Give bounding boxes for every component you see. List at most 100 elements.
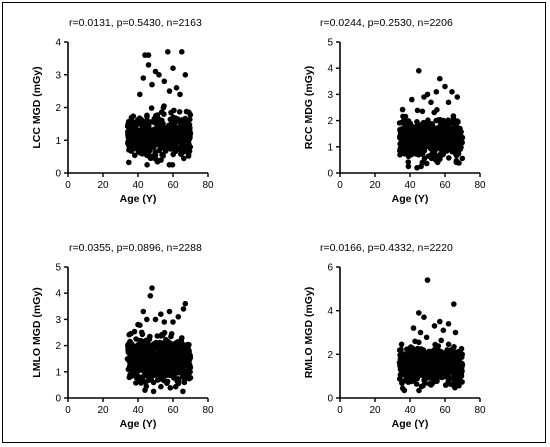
data-point: [396, 120, 403, 126]
data-point: [435, 343, 442, 349]
data-point: [407, 120, 414, 127]
y-tick-label: 4: [327, 64, 333, 75]
data-point: [452, 354, 459, 361]
data-point: [428, 99, 434, 106]
data-point: [181, 127, 188, 134]
data-point: [458, 345, 465, 352]
data-point: [441, 364, 448, 371]
data-point: [427, 365, 433, 371]
data-point: [179, 335, 185, 341]
data-point: [424, 353, 431, 360]
data-point: [130, 126, 136, 132]
data-point: [403, 365, 409, 372]
data-point: [158, 374, 164, 380]
data-point: [398, 346, 404, 353]
data-point: [166, 345, 172, 352]
x-tick-label: 40: [404, 180, 416, 191]
x-tick-label: 80: [474, 405, 486, 416]
data-point: [449, 89, 455, 95]
y-tick-label: 5: [55, 263, 61, 274]
data-point: [418, 130, 425, 136]
data-point: [184, 148, 190, 155]
data-point: [440, 327, 447, 334]
data-point: [435, 347, 442, 354]
data-point: [125, 344, 131, 350]
data-point: [163, 336, 169, 343]
data-point: [150, 388, 157, 395]
data-point: [451, 301, 457, 307]
data-point: [160, 153, 166, 159]
data-point: [140, 141, 146, 148]
data-point: [182, 144, 189, 150]
data-point: [173, 85, 180, 91]
x-tick-label: 60: [439, 405, 451, 416]
x-tick-label: 0: [337, 405, 343, 416]
data-point: [174, 357, 180, 364]
data-point: [178, 149, 185, 156]
data-point: [179, 123, 186, 129]
data-point: [144, 162, 150, 168]
data-point: [415, 366, 422, 373]
data-point: [444, 370, 451, 376]
x-tick-label: 20: [97, 405, 109, 416]
data-point: [414, 165, 420, 171]
data-point: [419, 151, 426, 158]
data-point: [151, 134, 157, 141]
y-axis-label: LMLO MGD (mGy): [31, 287, 43, 377]
x-tick-label: 40: [404, 405, 416, 416]
data-point: [140, 75, 147, 81]
x-tick-label: 0: [337, 180, 343, 191]
data-point: [445, 321, 452, 327]
data-point: [437, 75, 443, 82]
y-axis-label: LCC MGD (mGy): [31, 66, 43, 148]
data-point: [431, 109, 438, 116]
data-point: [133, 121, 139, 127]
data-point: [440, 372, 446, 379]
data-point: [454, 94, 461, 100]
data-point: [445, 341, 452, 348]
stats-label: r=0.0166, p=0.4332, n=2220: [320, 242, 453, 254]
data-point: [184, 341, 191, 348]
data-point: [149, 285, 155, 291]
data-point: [450, 115, 457, 122]
data-point: [398, 341, 405, 348]
data-point: [454, 363, 460, 369]
data-point: [177, 352, 183, 359]
data-point: [161, 111, 167, 117]
data-point: [143, 345, 149, 352]
data-point: [437, 318, 443, 325]
data-point: [409, 96, 415, 103]
data-point: [144, 368, 150, 375]
data-point: [427, 129, 434, 135]
x-tick-label: 40: [132, 405, 144, 416]
data-point: [183, 352, 189, 358]
y-tick-label: 2: [55, 341, 61, 352]
data-point: [443, 128, 450, 134]
y-axis-label: RCC MDG (mGy): [303, 66, 315, 149]
data-point: [182, 376, 188, 383]
data-point: [138, 116, 144, 123]
data-point: [128, 116, 135, 123]
data-point: [442, 83, 448, 90]
data-point: [414, 119, 420, 125]
data-point: [187, 130, 194, 136]
data-point: [152, 359, 158, 366]
data-point: [172, 383, 179, 390]
data-point: [159, 350, 165, 357]
data-point: [165, 49, 171, 55]
data-point: [167, 146, 174, 152]
data-point: [134, 372, 140, 378]
data-point: [405, 358, 412, 364]
data-point: [410, 325, 417, 331]
data-point: [183, 108, 190, 115]
data-point: [455, 136, 461, 142]
data-point: [438, 337, 445, 344]
data-point: [168, 364, 175, 370]
data-point: [187, 112, 194, 118]
data-point: [422, 380, 428, 387]
data-point: [406, 351, 412, 357]
data-point: [431, 353, 437, 359]
data-point: [182, 300, 189, 307]
data-point: [170, 114, 176, 120]
data-point: [171, 147, 178, 154]
